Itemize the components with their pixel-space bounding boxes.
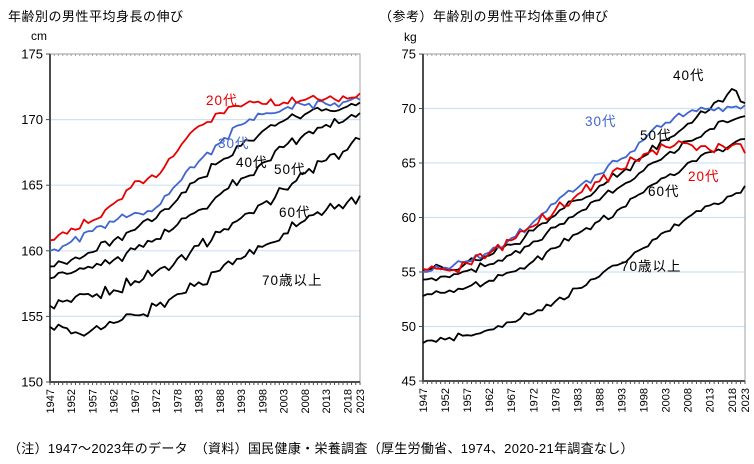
series-line-30s	[49, 96, 361, 252]
series-label-60s: 60代	[648, 184, 680, 199]
x-tick-label: 2018	[342, 389, 354, 413]
y-tick-label: 175	[21, 47, 43, 62]
x-tick-label: 1962	[484, 388, 496, 412]
y-tick-label: 165	[21, 178, 43, 193]
y-tick-label: 155	[21, 309, 43, 324]
y-tick-label: 55	[402, 265, 416, 280]
x-tick-label: 1972	[151, 389, 163, 413]
series-label-40s: 40代	[673, 68, 705, 83]
x-tick-label: 1988	[215, 389, 227, 413]
x-tick-label: 2003	[661, 388, 673, 412]
x-tick-label: 2023	[740, 388, 752, 412]
x-tick-label: 2013	[321, 389, 333, 413]
y-tick-label: 150	[21, 375, 43, 390]
x-tick-label: 1967	[130, 389, 142, 413]
series-label-50s: 50代	[640, 128, 672, 143]
x-tick-label: 1957	[462, 388, 474, 412]
y-tick-label: 60	[402, 210, 416, 225]
plot-border	[49, 53, 361, 383]
series-line-40s	[422, 88, 746, 271]
y-tick-label: 65	[402, 156, 416, 171]
source-note: （注）1947～2023年のデータ （資料）国民健康・栄養調査（厚生労働省、19…	[8, 441, 634, 456]
left-chart-unit-label: cm	[31, 29, 47, 43]
series-line-20s	[422, 140, 746, 274]
series-line-40s	[49, 101, 361, 268]
x-tick-label: 1952	[440, 388, 452, 412]
series-label-30s: 30代	[585, 114, 617, 129]
series-line-20s	[49, 92, 361, 242]
x-tick-label: 1962	[109, 389, 121, 413]
x-tick-label: 2003	[279, 389, 291, 413]
y-tick-label: 75	[402, 47, 416, 62]
series-line-60s	[49, 136, 361, 310]
x-tick-label: 2018	[727, 388, 739, 412]
x-tick-label: 1998	[639, 388, 651, 412]
x-tick-label: 2023	[355, 389, 367, 413]
x-tick-label: 1952	[66, 389, 78, 413]
x-tick-label: 1957	[87, 389, 99, 413]
series-label-70plus: 70歳以上	[262, 273, 323, 288]
series-label-30s: 30代	[218, 136, 250, 151]
x-tick-label: 1947	[45, 389, 57, 413]
x-tick-label: 1983	[194, 389, 206, 413]
series-line-70plus	[422, 185, 746, 344]
x-tick-label: 2008	[683, 388, 695, 412]
x-tick-label: 1967	[506, 388, 518, 412]
x-tick-label: 1972	[528, 388, 540, 412]
y-tick-label: 45	[402, 374, 416, 389]
right-chart-unit-label: kg	[404, 30, 417, 44]
y-tick-label: 70	[402, 101, 416, 116]
x-tick-label: 1998	[257, 389, 269, 413]
x-tick-label: 1947	[418, 388, 430, 412]
series-label-20s: 20代	[688, 169, 720, 184]
left-chart-title: 年齢別の男性平均身長の伸び	[8, 9, 184, 24]
series-line-50s	[422, 115, 746, 282]
x-tick-label: 1978	[550, 388, 562, 412]
y-tick-label: 50	[402, 319, 416, 334]
y-tick-label: 160	[21, 243, 43, 258]
series-label-70plus: 70歳以上	[621, 259, 682, 274]
x-tick-label: 1988	[594, 388, 606, 412]
x-tick-label: 1993	[616, 388, 628, 412]
x-tick-label: 2008	[300, 389, 312, 413]
x-tick-label: 1993	[236, 389, 248, 413]
series-label-60s: 60代	[279, 205, 311, 220]
series-line-50s	[49, 112, 361, 280]
x-tick-label: 1983	[572, 388, 584, 412]
series-line-60s	[422, 138, 746, 297]
series-label-40s: 40代	[236, 155, 268, 170]
series-label-50s: 50代	[274, 162, 306, 177]
x-tick-label: 2013	[705, 388, 717, 412]
right-chart-title: （参考）年齢別の男性平均体重の伸び	[379, 9, 609, 24]
y-tick-label: 170	[21, 112, 43, 127]
x-tick-label: 1978	[172, 389, 184, 413]
series-label-20s: 20代	[206, 93, 238, 108]
series-line-70plus	[49, 195, 361, 337]
